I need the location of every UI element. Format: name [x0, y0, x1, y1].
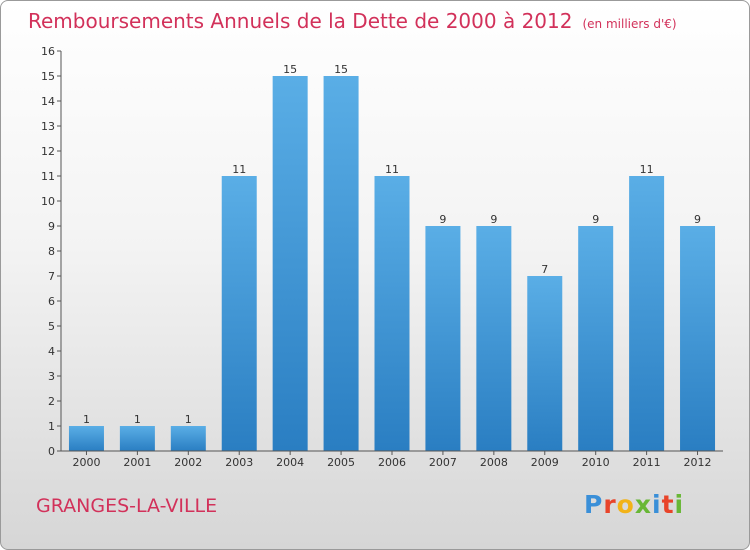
bar-2006: [374, 176, 410, 451]
x-tick-label: 2010: [582, 456, 610, 469]
y-tick-label: 10: [41, 195, 55, 208]
bar-2003: [221, 176, 257, 451]
y-tick-label: 12: [41, 145, 55, 158]
bar-value-label: 7: [541, 263, 548, 276]
bar-2011: [629, 176, 665, 451]
logo-letter: t: [661, 490, 675, 519]
x-tick-label: 2002: [174, 456, 202, 469]
bar-value-label: 15: [334, 63, 348, 76]
bar-value-label: 11: [640, 163, 654, 176]
x-tick-label: 2006: [378, 456, 406, 469]
y-tick-label: 15: [41, 70, 55, 83]
bar-2001: [119, 426, 155, 451]
bar-2000: [68, 426, 104, 451]
bar-value-label: 9: [490, 213, 497, 226]
x-tick-label: 2000: [72, 456, 100, 469]
y-tick-label: 8: [48, 245, 55, 258]
y-tick-label: 6: [48, 295, 55, 308]
bar-2010: [578, 226, 614, 451]
bar-2009: [527, 276, 563, 451]
x-tick-label: 2004: [276, 456, 304, 469]
chart-title: Remboursements Annuels de la Dette de 20…: [28, 9, 677, 33]
logo-letter: P: [584, 490, 604, 519]
bar-value-label: 15: [283, 63, 297, 76]
bar-value-label: 1: [134, 413, 141, 426]
logo-letter: i: [674, 490, 685, 519]
bar-value-label: 9: [694, 213, 701, 226]
bar-value-label: 9: [439, 213, 446, 226]
x-tick-label: 2007: [429, 456, 457, 469]
y-tick-label: 3: [48, 370, 55, 383]
x-tick-label: 2009: [531, 456, 559, 469]
logo-letter: x: [634, 490, 652, 519]
y-tick-label: 7: [48, 270, 55, 283]
y-tick-label: 5: [48, 320, 55, 333]
y-tick-label: 14: [41, 95, 55, 108]
y-tick-label: 4: [48, 345, 55, 358]
title-text: Remboursements Annuels de la Dette de 20…: [28, 9, 573, 33]
logo-letter: i: [652, 490, 662, 519]
bar-2005: [323, 76, 359, 451]
proxiti-logo: Proxiti: [584, 490, 684, 519]
y-tick-label: 13: [41, 120, 55, 133]
x-tick-label: 2012: [684, 456, 712, 469]
y-tick-label: 16: [41, 45, 55, 58]
y-tick-label: 2: [48, 395, 55, 408]
logo-letter: r: [603, 490, 617, 519]
logo-letter: o: [616, 490, 635, 519]
y-tick-label: 9: [48, 220, 55, 233]
bar-value-label: 1: [185, 413, 192, 426]
bar-2002: [170, 426, 206, 451]
bar-2004: [272, 76, 308, 451]
bar-value-label: 9: [592, 213, 599, 226]
y-tick-label: 1: [48, 420, 55, 433]
title-unit: (en milliers d'€): [582, 17, 677, 31]
x-tick-label: 2008: [480, 456, 508, 469]
bar-2008: [476, 226, 512, 451]
bar-2007: [425, 226, 461, 451]
x-tick-label: 2001: [123, 456, 151, 469]
bar-value-label: 11: [385, 163, 399, 176]
x-tick-label: 2011: [633, 456, 661, 469]
bar-value-label: 11: [232, 163, 246, 176]
y-tick-label: 0: [48, 445, 55, 458]
bar-2012: [680, 226, 716, 451]
y-tick-label: 11: [41, 170, 55, 183]
x-tick-label: 2005: [327, 456, 355, 469]
bar-value-label: 1: [83, 413, 90, 426]
commune-name: GRANGES-LA-VILLE: [36, 495, 218, 517]
x-tick-label: 2003: [225, 456, 253, 469]
